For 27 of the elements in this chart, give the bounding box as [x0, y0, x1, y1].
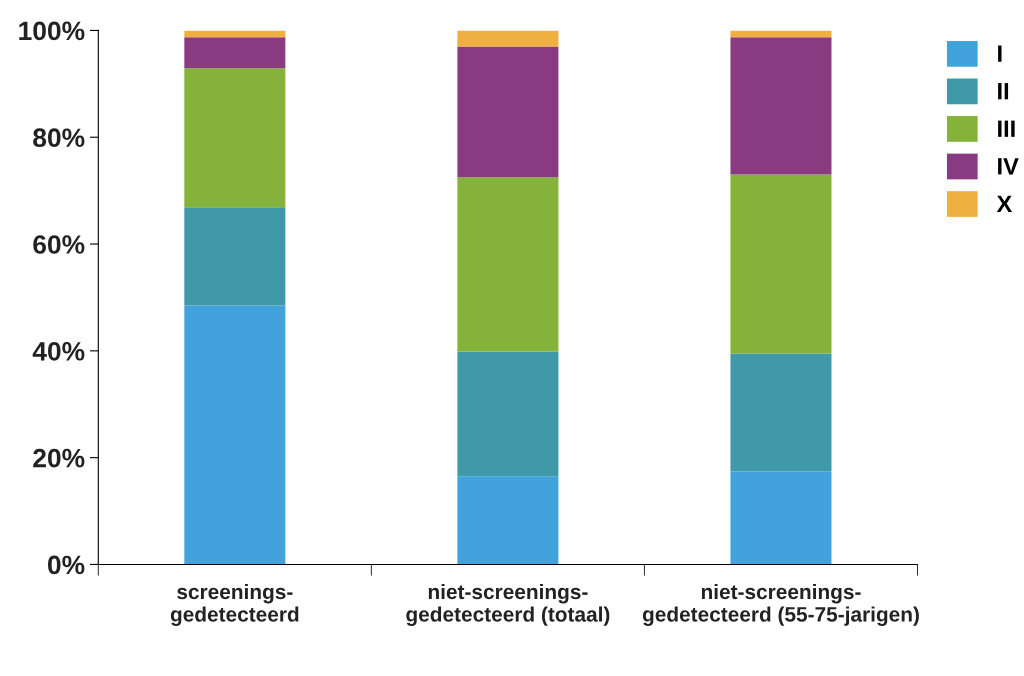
x-tick-label: screenings- gedetecteerd — [170, 583, 299, 626]
bar — [730, 353, 832, 472]
y-tick-label: 40% — [32, 341, 85, 361]
legend-label: II — [998, 83, 1009, 100]
y-tick-label: 60% — [33, 235, 85, 254]
legend-label: III — [998, 120, 1015, 137]
y-tick-label: 100% — [19, 21, 85, 41]
bar — [184, 68, 286, 208]
y-tick-label: 80% — [33, 128, 85, 148]
bar — [184, 37, 286, 69]
legend-label: IV — [998, 158, 1019, 175]
bar — [457, 30, 559, 47]
bar — [457, 351, 559, 477]
bar — [730, 471, 832, 565]
bar — [457, 46, 559, 178]
x-tick-label: niet-screenings- gedetecteerd (totaal) — [406, 583, 610, 626]
legend-label: I — [998, 45, 1002, 62]
bar — [730, 37, 832, 175]
legend-label: X — [996, 195, 1013, 212]
bar — [457, 177, 559, 352]
bar — [184, 207, 286, 306]
bar — [184, 305, 286, 565]
x-tick-label: niet-screenings- gedetecteerd (55-75-jarigen) — [642, 583, 919, 626]
bar — [730, 174, 832, 354]
y-tick-label: 20% — [33, 448, 85, 468]
bar — [457, 476, 559, 565]
y-tick-label: 0% — [48, 555, 85, 575]
